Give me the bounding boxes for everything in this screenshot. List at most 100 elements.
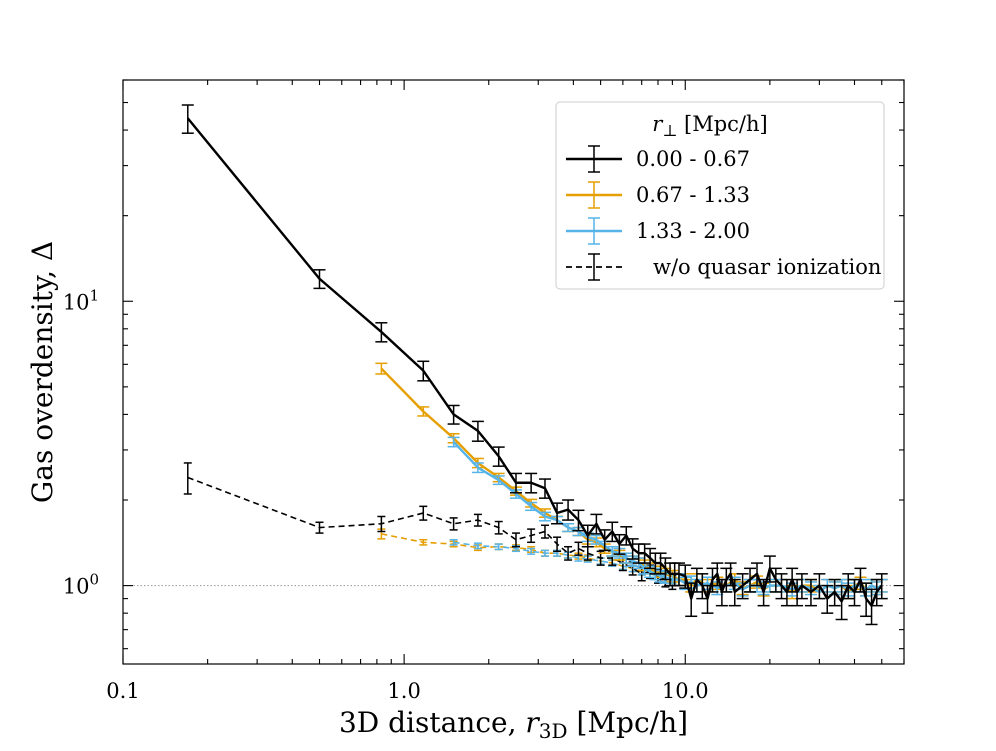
error-bar [590, 513, 603, 535]
error-bar [527, 547, 536, 555]
error-bar [449, 517, 458, 531]
y-axis-title-symbol: Δ [26, 241, 59, 261]
error-bar [606, 545, 619, 557]
error-bar [419, 538, 428, 546]
error-bar [417, 406, 430, 417]
error-bar [511, 532, 520, 548]
error-bar [751, 562, 764, 587]
error-bar [736, 573, 749, 600]
error-bar [375, 362, 388, 375]
legend-entry: 1.33 - 2.00 [566, 217, 750, 245]
error-bar [449, 538, 458, 546]
legend-label: 1.33 - 2.00 [636, 219, 750, 243]
error-bar [562, 499, 575, 521]
error-bar [638, 543, 651, 564]
error-bar [315, 521, 324, 534]
y-tick-base: 10 [63, 575, 90, 599]
error-bar [525, 472, 538, 494]
x-tick-label: 10.0 [662, 679, 709, 703]
error-bar [492, 446, 505, 467]
legend-label: 0.67 - 1.33 [636, 183, 750, 207]
error-bar [679, 564, 692, 589]
error-bar [527, 528, 536, 544]
x-axis-title: 3D distance, r3D [Mpc/h] [339, 706, 688, 743]
x-axis-title-var: r [525, 706, 540, 739]
legend-box [555, 101, 885, 290]
error-bar [598, 529, 611, 552]
x-ticks: 0.1 1.0 10.0 [106, 80, 905, 703]
error-bar [828, 578, 841, 607]
error-bar [471, 420, 484, 442]
x-axis-title-suffix: [Mpc/h] [568, 706, 689, 739]
error-bar [581, 524, 594, 548]
legend-title-var: r [652, 112, 664, 136]
error-bar [375, 322, 388, 343]
error-bar [590, 534, 603, 545]
error-bar [447, 404, 460, 425]
legend-entry: w/o quasar ionization [566, 253, 881, 281]
error-bar [564, 545, 573, 561]
error-bar [377, 515, 386, 533]
error-bar [795, 573, 808, 600]
error-bar [644, 547, 657, 570]
y-tick-base: 10 [63, 290, 90, 314]
x-axis-title-sub: 3D [539, 719, 568, 743]
x-tick-label: 1.0 [387, 679, 420, 703]
x-tick-label: 0.1 [106, 679, 139, 703]
error-bar [313, 269, 326, 290]
error-bar [813, 573, 826, 600]
error-bar [540, 524, 549, 539]
error-bar [417, 360, 430, 382]
error-bar [654, 552, 667, 575]
error-bar [706, 567, 719, 593]
plot-area [123, 104, 904, 626]
error-bar [613, 533, 626, 555]
error-bar [728, 578, 741, 607]
error-bar [757, 578, 770, 607]
error-bar [540, 549, 549, 557]
error-bar [626, 538, 639, 560]
series-solid-0 [181, 104, 888, 626]
legend: r⊥ [Mpc/h] 0.00 - 0.67 0.67 - 1.33 1.33 - 2… [555, 101, 885, 290]
error-bar [538, 478, 551, 499]
error-bar [870, 578, 883, 607]
error-bar [525, 501, 538, 512]
error-bar [553, 536, 562, 553]
error-bar [854, 567, 867, 593]
axes-frame [122, 79, 905, 665]
error-bar [744, 567, 757, 593]
error-bar [181, 104, 194, 134]
legend-entry: 0.67 - 1.33 [566, 181, 750, 209]
error-bar [606, 521, 619, 543]
error-bar [620, 552, 633, 564]
error-bar [447, 436, 460, 448]
error-bar [620, 526, 633, 546]
error-bar [473, 542, 482, 550]
y-axis-title-prefix: Gas overdensity, [26, 261, 59, 503]
error-bar [835, 584, 848, 621]
error-bar [471, 462, 484, 474]
error-bar [494, 543, 503, 551]
error-bar [551, 502, 564, 525]
x-axis-title-prefix: 3D distance, [339, 706, 525, 739]
error-bar [821, 584, 834, 614]
y-tick-exponent: 0 [89, 571, 99, 589]
legend-label: 0.00 - 0.67 [636, 147, 750, 171]
legend-title: r⊥ [Mpc/h] [652, 112, 767, 140]
error-bar [562, 523, 575, 533]
error-bar [494, 520, 503, 535]
error-bar [842, 573, 855, 600]
legend-entry: 0.00 - 0.67 [566, 145, 750, 173]
y-tick-label: 101 [63, 286, 99, 314]
error-bar [419, 505, 428, 521]
series-layer [123, 104, 904, 626]
error-bar [685, 582, 698, 618]
error-bar [791, 578, 804, 607]
error-bar [473, 513, 482, 527]
error-bar [672, 562, 685, 587]
error-bar [183, 462, 192, 495]
error-bar [804, 578, 817, 607]
error-bar [769, 567, 782, 593]
error-bar [875, 573, 888, 600]
